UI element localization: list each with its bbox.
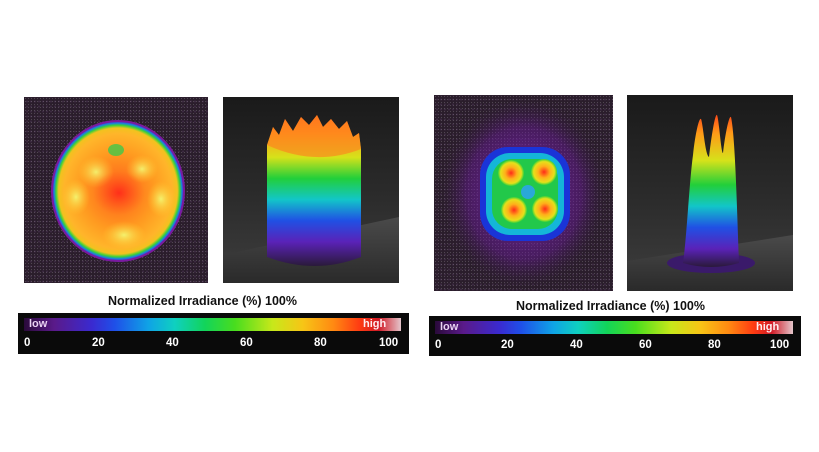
four-peak-3d-profile [627, 114, 793, 291]
left-tick-0: 0 [24, 337, 31, 349]
left-tick-40: 40 [166, 337, 179, 349]
right-topview-image [434, 95, 613, 291]
right-tick-100: 100 [770, 339, 790, 351]
left-low-label: low [29, 318, 48, 330]
left-color-scale: low high 0 20 40 60 80 100 [18, 313, 409, 354]
right-tick-20: 20 [501, 339, 514, 351]
left-tick-80: 80 [314, 337, 327, 349]
left-color-bar [24, 318, 401, 331]
right-color-scale: low high 0 20 40 60 80 100 [429, 316, 801, 356]
flat-top-3d-profile [223, 115, 399, 283]
right-tick-60: 60 [639, 339, 652, 351]
right-color-bar [435, 321, 793, 334]
right-low-label: low [440, 321, 459, 333]
flat-top-beam-spot [51, 120, 185, 262]
left-tick-100: 100 [379, 337, 399, 349]
left-tick-60: 60 [240, 337, 253, 349]
left-scale-title: Normalized Irradiance (%) 100% [108, 294, 297, 308]
right-3d-profile-image [627, 95, 793, 291]
left-topview-image [24, 97, 208, 283]
left-3d-profile-image [223, 97, 399, 283]
left-high-label: high [363, 318, 387, 330]
right-tick-40: 40 [570, 339, 583, 351]
four-lobe-beam-spot [442, 99, 606, 287]
left-tick-20: 20 [92, 337, 105, 349]
right-tick-80: 80 [708, 339, 721, 351]
right-tick-0: 0 [435, 339, 442, 351]
right-high-label: high [756, 321, 780, 333]
right-scale-title: Normalized Irradiance (%) 100% [516, 299, 705, 313]
